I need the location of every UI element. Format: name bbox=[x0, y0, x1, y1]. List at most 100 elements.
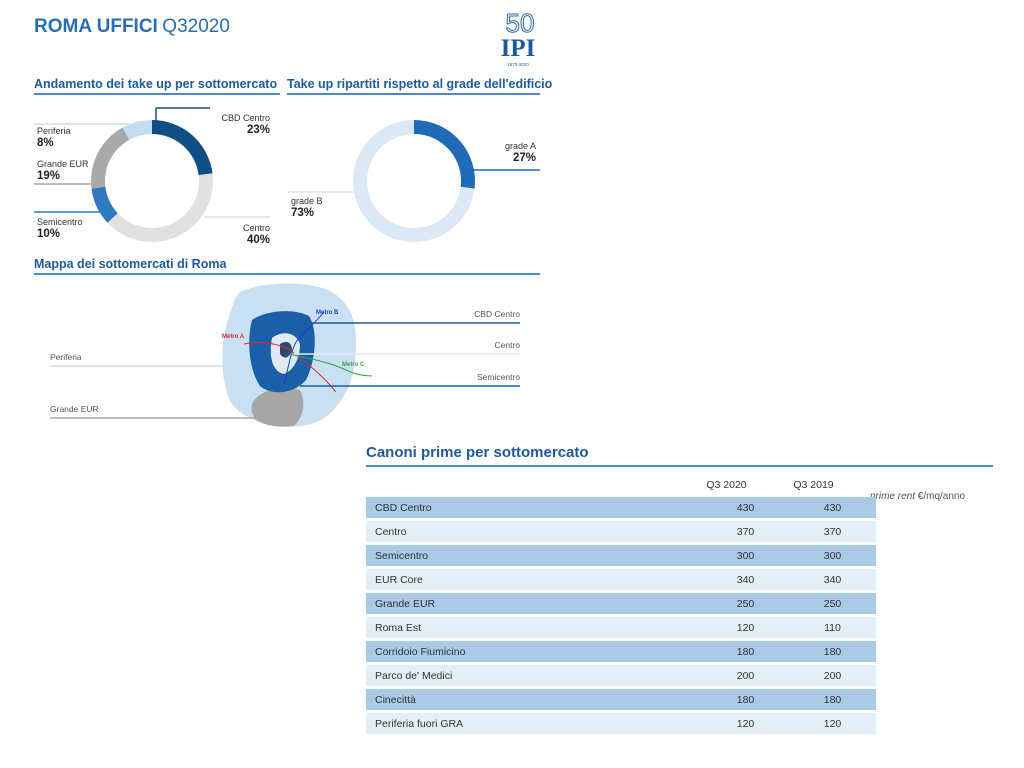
table-row: Semicentro 300 300 bbox=[366, 545, 876, 566]
cell-q3-2020: 200 bbox=[702, 665, 789, 686]
rent-col-q3-2019: Q3 2019 bbox=[793, 479, 834, 491]
rent-table: CBD Centro 430 430 Centro 370 370 Semicentro 30… bbox=[366, 494, 876, 737]
cell-q3-2020: 250 bbox=[702, 593, 789, 614]
takeup-submarket-slice-cbd-centro bbox=[152, 120, 213, 176]
label-grade-a-name: grade A bbox=[504, 141, 536, 151]
rent-table-rule bbox=[366, 465, 993, 467]
takeup-submarket-slice-semicentro bbox=[91, 186, 118, 223]
logo-subtext: 1970-2020 bbox=[507, 62, 529, 67]
map-cbd-area bbox=[280, 342, 292, 358]
label-cbd-centro: CBD Centro 23% bbox=[190, 113, 270, 137]
cell-name: Grande EUR bbox=[366, 593, 702, 614]
table-row: Grande EUR 250 250 bbox=[366, 593, 876, 614]
page-title: ROMA UFFICI Q32020 bbox=[34, 16, 230, 38]
cell-q3-2019: 180 bbox=[789, 641, 876, 662]
label-grande-eur-name: Grande EUR bbox=[37, 159, 89, 169]
rent-col-q3-2020: Q3 2020 bbox=[706, 479, 747, 491]
table-row: CBD Centro 430 430 bbox=[366, 497, 876, 518]
cell-name: Parco de' Medici bbox=[366, 665, 702, 686]
map-label-grande-eur: Grande EUR bbox=[50, 404, 99, 414]
cell-q3-2020: 120 bbox=[702, 617, 789, 638]
metro-b-line bbox=[283, 311, 325, 385]
rome-submarket-map: Metro A Metro B Metro C bbox=[50, 282, 520, 428]
takeup-grade-donut bbox=[352, 120, 475, 243]
rent-table-grid: CBD Centro 430 430 Centro 370 370 Semicentro 30… bbox=[366, 494, 876, 737]
table-row: Roma Est 120 110 bbox=[366, 617, 876, 638]
label-grade-a: grade A 27% bbox=[460, 141, 536, 165]
metro-c-line bbox=[289, 353, 373, 377]
metro-c-label: Metro C bbox=[342, 362, 365, 368]
cell-q3-2020: 120 bbox=[702, 713, 789, 734]
label-periferia-pct: 8% bbox=[37, 137, 54, 149]
cell-q3-2019: 120 bbox=[789, 713, 876, 734]
page-title-strong: ROMA UFFICI bbox=[34, 16, 158, 37]
cell-name: Roma Est bbox=[366, 617, 702, 638]
cell-name: Periferia fuori GRA bbox=[366, 713, 702, 734]
cell-name: EUR Core bbox=[366, 569, 702, 590]
map-label-centro: Centro bbox=[494, 340, 520, 350]
map-rule bbox=[34, 273, 540, 275]
logo-text: IPI bbox=[501, 35, 536, 62]
cell-name: Corridoio Fiumicino bbox=[366, 641, 702, 662]
label-periferia-name: Periferia bbox=[37, 126, 71, 136]
takeup-submarket-slice-grande-eur bbox=[91, 127, 130, 189]
table-row: Periferia fuori GRA 120 120 bbox=[366, 713, 876, 734]
takeup-submarket-chart bbox=[34, 107, 270, 242]
takeup-submarket-slice-periferia bbox=[122, 120, 152, 140]
cell-q3-2019: 250 bbox=[789, 593, 876, 614]
label-semicentro-pct: 10% bbox=[37, 228, 61, 240]
label-grade-a-pct: 27% bbox=[512, 152, 536, 164]
metro-b-label: Metro B bbox=[316, 310, 339, 316]
map-title: Mappa dei sottomercati di Roma bbox=[34, 257, 227, 271]
label-centro: Centro 40% bbox=[190, 223, 270, 247]
label-cbd-centro-name: CBD Centro bbox=[221, 113, 270, 123]
takeup-grade-slice-grade-a bbox=[414, 120, 475, 189]
takeup-submarket-rule bbox=[34, 93, 280, 95]
cell-q3-2019: 200 bbox=[789, 665, 876, 686]
cell-name: Centro bbox=[366, 521, 702, 542]
rent-unit-note-rest: €/mq/anno bbox=[915, 491, 966, 502]
table-row: Cinecittà 180 180 bbox=[366, 689, 876, 710]
label-grade-b-pct: 73% bbox=[291, 207, 315, 219]
table-row: EUR Core 340 340 bbox=[366, 569, 876, 590]
cell-name: CBD Centro bbox=[366, 497, 702, 518]
cell-q3-2020: 180 bbox=[702, 641, 789, 662]
table-row: Centro 370 370 bbox=[366, 521, 876, 542]
rent-unit-note-italic: prime rent bbox=[870, 491, 916, 502]
table-row: Corridoio Fiumicino 180 180 bbox=[366, 641, 876, 662]
label-semicentro-name: Semicentro bbox=[37, 217, 83, 227]
map-grande-eur-area bbox=[251, 388, 304, 427]
cell-name: Semicentro bbox=[366, 545, 702, 566]
ipi-logo: 50 IPI 1970-2020 bbox=[490, 8, 546, 70]
cell-name: Cinecittà bbox=[366, 689, 702, 710]
cell-q3-2020: 430 bbox=[702, 497, 789, 518]
label-grande-eur: Grande EUR 19% bbox=[37, 159, 89, 183]
map-label-cbd: CBD Centro bbox=[474, 309, 520, 319]
rent-unit-note: prime rent €/mq/anno bbox=[870, 491, 965, 502]
cell-q3-2020: 300 bbox=[702, 545, 789, 566]
table-row: Parco de' Medici 200 200 bbox=[366, 665, 876, 686]
metro-a-label: Metro A bbox=[222, 334, 245, 340]
cell-q3-2019: 180 bbox=[789, 689, 876, 710]
rent-table-title: Canoni prime per sottomercato bbox=[366, 444, 589, 461]
label-centro-pct: 40% bbox=[246, 234, 270, 246]
cell-q3-2020: 370 bbox=[702, 521, 789, 542]
map-label-periferia: Periferia bbox=[50, 352, 82, 362]
takeup-grade-chart bbox=[287, 120, 540, 243]
takeup-submarket-donut bbox=[91, 120, 213, 242]
ipi-logo-graphic: 50 IPI 1970-2020 bbox=[501, 8, 536, 68]
label-centro-name: Centro bbox=[242, 223, 270, 233]
label-grade-b-name: grade B bbox=[291, 196, 323, 206]
cell-q3-2019: 300 bbox=[789, 545, 876, 566]
label-cbd-centro-pct: 23% bbox=[246, 124, 270, 136]
metro-a-line bbox=[243, 341, 337, 393]
cell-q3-2019: 340 bbox=[789, 569, 876, 590]
cell-q3-2019: 430 bbox=[789, 497, 876, 518]
takeup-grade-rule bbox=[287, 93, 540, 95]
label-semicentro: Semicentro 10% bbox=[37, 217, 83, 241]
label-grande-eur-pct: 19% bbox=[37, 170, 61, 182]
logo-number: 50 bbox=[506, 8, 535, 38]
takeup-grade-title: Take up ripartiti rispetto al grade dell… bbox=[287, 77, 553, 91]
cell-q3-2020: 340 bbox=[702, 569, 789, 590]
cell-q3-2019: 110 bbox=[789, 617, 876, 638]
